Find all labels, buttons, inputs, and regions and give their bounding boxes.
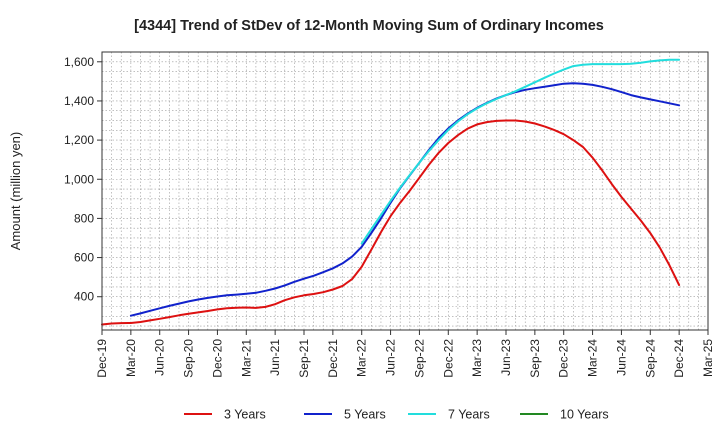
series-line-3	[360, 58, 681, 245]
y-tick-label: 1,200	[64, 133, 94, 147]
x-tick-label: Dec-21	[326, 339, 340, 378]
plot-area-frame	[101, 51, 709, 331]
legend-label: 10 Years	[560, 408, 609, 422]
x-tick-label: Jun-20	[153, 339, 167, 376]
y-tick-label: 400	[74, 290, 94, 304]
x-tick-label: Sep-22	[412, 339, 426, 378]
legend-label: 5 Years	[344, 408, 386, 422]
x-tick-label: Mar-20	[124, 339, 138, 377]
y-tick-label: 800	[74, 211, 94, 225]
series-line-1	[101, 119, 681, 326]
y-tick-label: 1,600	[64, 55, 94, 69]
legend-label: 7 Years	[448, 408, 490, 422]
x-tick-label: Jun-22	[384, 339, 398, 376]
x-tick-label: Dec-23	[557, 339, 571, 378]
legend: 3 Years 5 Years 7 Years 10 Years	[184, 408, 609, 422]
x-tick-label: Mar-22	[355, 339, 369, 377]
x-tick-label: Mar-25	[701, 339, 715, 377]
x-tick-label: Mar-23	[470, 339, 484, 377]
x-tick-label: Jun-23	[499, 339, 513, 376]
x-tick-label: Mar-21	[239, 339, 253, 377]
x-tick-label: Dec-19	[95, 339, 109, 378]
y-axis: 400 600 800 1,000 1,200 1,400 1,600	[64, 55, 102, 304]
x-tick-label: Dec-22	[441, 339, 455, 378]
legend-label: 3 Years	[224, 408, 266, 422]
x-tick-label: Dec-24	[672, 339, 686, 378]
x-tick-label: Sep-23	[528, 339, 542, 378]
y-tick-label: 1,000	[64, 172, 94, 186]
x-axis: Dec-19 Mar-20 Jun-20 Sep-20 Dec-20 Mar-21 Jun-…	[95, 330, 715, 378]
chart-title: [4344] Trend of StDev of 12-Month Moving…	[134, 18, 604, 34]
x-tick-label: Dec-20	[210, 339, 224, 378]
x-tick-label: Sep-21	[297, 339, 311, 378]
y-tick-label: 1,400	[64, 94, 94, 108]
series-line-2	[129, 82, 681, 317]
x-tick-label: Jun-21	[268, 339, 282, 376]
x-tick-label: Sep-24	[643, 339, 657, 378]
y-tick-label: 600	[74, 251, 94, 265]
x-tick-label: Jun-24	[614, 339, 628, 376]
x-tick-label: Mar-24	[586, 339, 600, 377]
y-axis-title: Amount (million yen)	[8, 132, 23, 251]
series-layer	[101, 58, 681, 326]
grid	[102, 52, 708, 330]
x-tick-label: Sep-20	[182, 339, 196, 378]
